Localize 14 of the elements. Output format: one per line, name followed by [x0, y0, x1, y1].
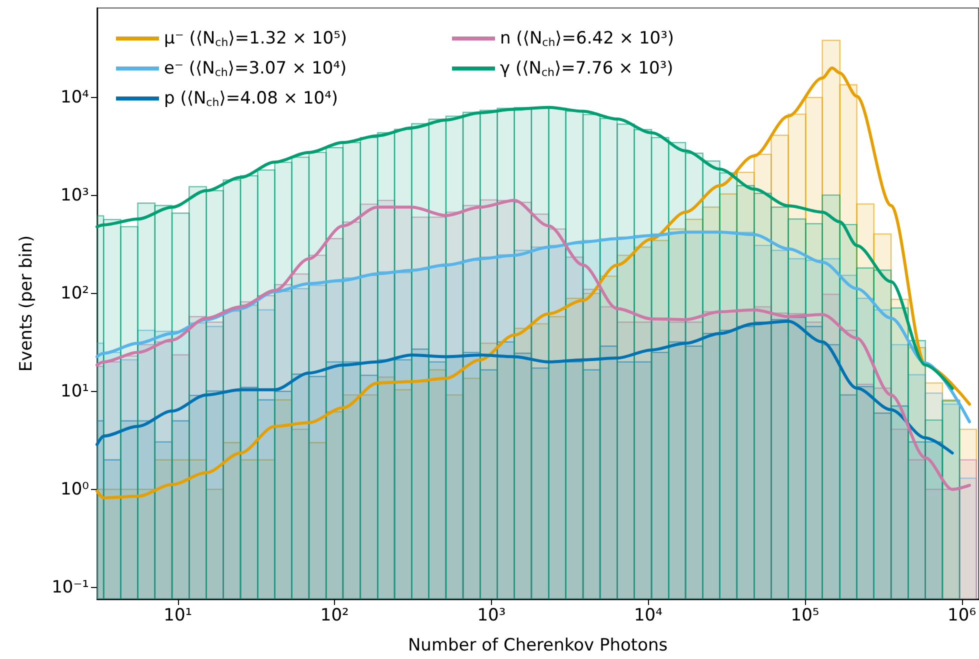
y-axis-title: Events (per bin)	[16, 235, 36, 372]
x-tick-label: 10⁴	[634, 606, 663, 626]
x-axis-title: Number of Cherenkov Photons	[408, 636, 668, 656]
y-tick-label: 10¹	[60, 381, 89, 402]
y-tick-label: 10⁰	[60, 479, 90, 500]
x-tick-label: 10¹	[164, 606, 192, 626]
x-tick-label: 10⁶	[948, 606, 976, 626]
x-tick-label: 10²	[320, 606, 349, 626]
x-tick-label: 10³	[477, 606, 506, 626]
x-tick-label: 10⁵	[790, 606, 820, 626]
y-tick-label: 10³	[60, 185, 89, 206]
y-tick-label: 10²	[60, 283, 89, 304]
y-tick-label: 10⁻¹	[52, 577, 89, 598]
y-tick-label: 10⁴	[60, 88, 90, 108]
